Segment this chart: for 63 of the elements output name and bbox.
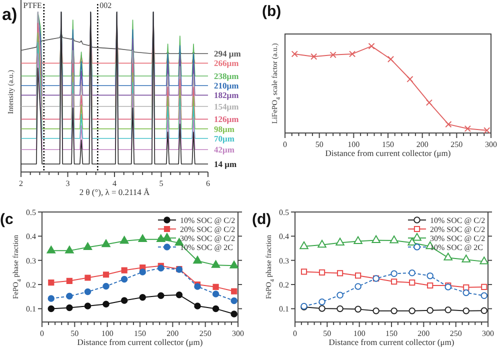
x-tick-label: 100 xyxy=(353,329,366,338)
annotation: 002 xyxy=(100,1,112,10)
legend-label: 30% SOC @ C/2 xyxy=(430,234,486,243)
x-axis-title: Distance from current collector (μm) xyxy=(325,148,451,158)
x-tick-label: 200 xyxy=(166,329,179,338)
x-tick-label: 150 xyxy=(386,329,398,338)
y-tick-label: 0.5 xyxy=(26,208,36,217)
x-axis-title: Distance from current collector (μm) xyxy=(328,337,454,347)
y-tick-label: 0.4 xyxy=(26,232,36,242)
legend-label: 30% SOC @ C/2 xyxy=(180,234,236,243)
series-label: 154μm xyxy=(214,101,239,112)
x-tick-label: 3 xyxy=(66,179,70,188)
series-label: 14 μm xyxy=(214,159,237,169)
x-tick-label: 5 xyxy=(159,179,164,188)
chart-title: (c xyxy=(0,211,14,228)
legend-label: 20% SOC @ C/2 xyxy=(430,225,486,234)
x-tick-label: 100 xyxy=(101,329,114,338)
chart-title: a) xyxy=(2,5,18,24)
x-tick-label: 100 xyxy=(348,140,360,149)
chart-title: (b) xyxy=(262,3,282,20)
series-label: 238μm xyxy=(214,71,239,81)
x-tick-label: 250 xyxy=(450,329,462,338)
y-tick-label: 0.3 xyxy=(279,256,289,266)
x-tick-label: 200 xyxy=(416,140,428,149)
x-tick-label: 300 xyxy=(485,140,497,149)
x-axis-title: 2 θ (°), λ = 0.2114 Å xyxy=(79,187,151,197)
chart-title: (d) xyxy=(252,211,272,228)
legend-label: 10% SOC @ C/2 xyxy=(430,216,486,225)
legend-label: 20% SOC @ C/2 xyxy=(180,225,236,234)
y-tick-label: 0.4 xyxy=(279,232,289,242)
x-tick-label: 0 xyxy=(293,329,297,338)
y-tick-label: 0.2 xyxy=(26,280,36,290)
series-label: 266μm xyxy=(214,58,239,68)
x-tick-label: 0 xyxy=(40,329,44,338)
y-tick-label: 0.5 xyxy=(279,208,289,217)
x-tick-label: 50 xyxy=(70,329,79,338)
series-label: 70μm xyxy=(214,133,234,144)
x-tick-label: 0 xyxy=(283,140,287,149)
ref-line-label: PTFE xyxy=(23,1,42,10)
x-tick-label: 50 xyxy=(315,140,324,149)
y-tick-label: 0.1 xyxy=(279,304,289,314)
x-axis-title: Distance from current collector (μm) xyxy=(77,337,203,347)
series-label: 294 μm xyxy=(214,48,241,59)
series-label: 42μm xyxy=(214,144,234,155)
x-tick-label: 200 xyxy=(418,329,430,338)
x-tick-label: 300 xyxy=(232,329,244,338)
x-tick-label: 6 xyxy=(206,179,210,188)
x-tick-label: 50 xyxy=(323,329,332,338)
series-label: 182μm xyxy=(214,90,239,100)
x-tick-label: 150 xyxy=(134,329,146,338)
x-tick-label: 250 xyxy=(199,329,212,338)
x-tick-label: 2 xyxy=(19,179,23,188)
x-tick-label: 4 xyxy=(112,179,116,188)
x-tick-label: 300 xyxy=(482,329,494,338)
x-tick-label: 150 xyxy=(382,140,394,149)
y-tick-label: 0.3 xyxy=(26,256,36,266)
series-label: 98μm xyxy=(214,124,234,134)
legend-label: 10% SOC @ C/2 xyxy=(180,216,236,225)
y-tick-label: 0.2 xyxy=(279,280,289,290)
series-label: 210μm xyxy=(214,80,239,91)
x-tick-label: 250 xyxy=(450,140,463,149)
series-label: 126μm xyxy=(214,114,239,124)
y-tick-label: 0.1 xyxy=(26,304,36,314)
